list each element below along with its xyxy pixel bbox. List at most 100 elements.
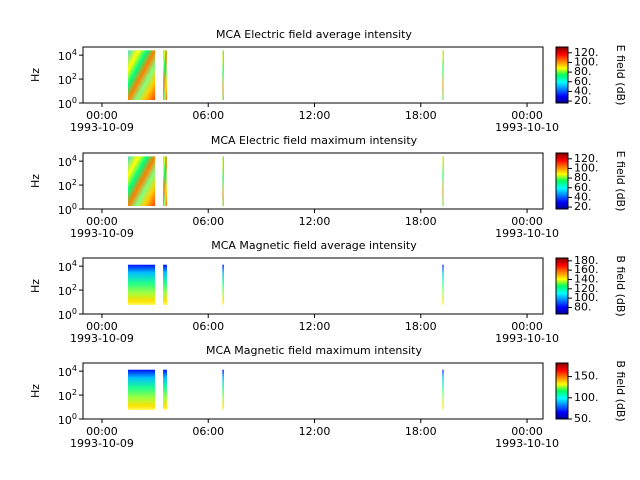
y-axis-label: Hz [29,384,42,398]
x-tick-label: 06:00 [192,215,224,228]
x-tick-label: 00:00 [511,320,543,333]
colorbar-tick-label: 40. [574,84,592,97]
x-tick-label: 06:00 [192,320,224,333]
spectrogram-block [222,264,224,305]
spectrogram-block [442,369,444,410]
spectrogram-block [163,50,167,100]
colorbar-tick-label: 120. [574,152,599,165]
colorbar-tick-label: 140. [574,272,599,285]
colorbar-tick-label: 20. [574,200,592,213]
colorbar [556,258,568,314]
panel-title: MCA Electric field average intensity [216,28,412,41]
y-axis-label: Hz [29,174,42,188]
colorbar-frame [555,152,569,210]
x-tick-label: 06:00 [192,425,224,438]
x-tick-label: 00:00 [86,215,118,228]
y-tick-label: 100 [58,307,77,323]
spectrogram-block [163,369,167,410]
panel-title: MCA Magnetic field maximum intensity [206,344,422,357]
colorbar-tick-label: 100. [574,161,599,174]
x-date-label: 1993-10-10 [495,121,559,134]
colorbar-frame [555,362,569,420]
colorbar-tick-label: 80. [574,171,592,184]
colorbar-tick-label: 50. [574,412,592,425]
colorbar-tick-label: 60. [574,75,592,88]
x-tick-label: 06:00 [192,109,224,122]
x-date-label: 1993-10-10 [495,227,559,240]
spectrogram-block [163,264,167,305]
x-date-label: 1993-10-10 [495,437,559,450]
spectrogram-block [127,50,156,100]
colorbar-label: E field (dB) [614,45,627,106]
x-tick-label: 12:00 [299,425,331,438]
colorbar-tick-label: 80. [574,300,592,313]
colorbar-tick-label: 120. [574,46,599,59]
x-tick-label: 18:00 [405,215,437,228]
colorbar [556,363,568,419]
colorbar-tick-label: 120. [574,282,599,295]
colorbar-tick-label: 80. [574,65,592,78]
panel-title: MCA Electric field maximum intensity [211,134,418,147]
y-tick-label: 102 [58,178,77,194]
colorbar-frame [555,257,569,315]
spectrogram-block [222,369,224,410]
spectrogram-block [222,50,224,100]
y-tick-label: 104 [58,48,77,64]
plot-frame [82,152,544,210]
plot-frame [82,257,544,315]
x-tick-label: 18:00 [405,425,437,438]
colorbar-tick-label: 150. [574,370,599,383]
colorbar-tick-label: 100. [574,291,599,304]
colorbar-tick-label: 20. [574,94,592,107]
colorbar-label: E field (dB) [614,151,627,212]
x-tick-label: 00:00 [511,215,543,228]
colorbar [556,153,568,209]
spectrogram-block [163,156,167,206]
colorbar-tick-label: 100. [574,55,599,68]
x-tick-label: 18:00 [405,320,437,333]
colorbar-frame [555,46,569,104]
x-tick-label: 18:00 [405,109,437,122]
y-tick-label: 104 [58,259,77,275]
spectrogram-block [442,264,444,305]
plot-frame [82,46,544,104]
y-tick-label: 100 [58,202,77,218]
y-tick-label: 102 [58,72,77,88]
spectrogram-block [222,156,224,206]
colorbar-tick-label: 40. [574,190,592,203]
colorbar-tick-label: 180. [574,254,599,267]
y-axis-label: Hz [29,68,42,82]
panel-title: MCA Magnetic field average intensity [211,239,417,252]
spectrogram-block [127,264,156,305]
plot-frame [82,362,544,420]
x-date-label: 1993-10-09 [70,227,134,240]
x-tick-label: 00:00 [86,320,118,333]
x-tick-label: 12:00 [299,215,331,228]
y-tick-label: 102 [58,388,77,404]
colorbar-tick-label: 60. [574,181,592,194]
y-tick-label: 100 [58,96,77,112]
x-tick-label: 00:00 [86,425,118,438]
colorbar-label: B field (dB) [614,255,627,316]
y-tick-label: 100 [58,412,77,428]
spectrogram-block [442,156,444,206]
colorbar-label: B field (dB) [614,360,627,421]
y-axis-label: Hz [29,279,42,293]
x-tick-label: 00:00 [511,425,543,438]
x-date-label: 1993-10-09 [70,121,134,134]
spectrogram-block [127,369,156,410]
y-tick-label: 102 [58,283,77,299]
colorbar-tick-label: 100. [574,391,599,404]
x-date-label: 1993-10-09 [70,437,134,450]
y-tick-label: 104 [58,154,77,170]
spectrogram-block [127,156,156,206]
x-date-label: 1993-10-09 [70,332,134,345]
x-tick-label: 12:00 [299,320,331,333]
x-date-label: 1993-10-10 [495,332,559,345]
x-tick-label: 00:00 [511,109,543,122]
y-tick-label: 104 [58,364,77,380]
spectrogram-block [442,50,444,100]
x-tick-label: 12:00 [299,109,331,122]
colorbar-tick-label: 160. [574,263,599,276]
